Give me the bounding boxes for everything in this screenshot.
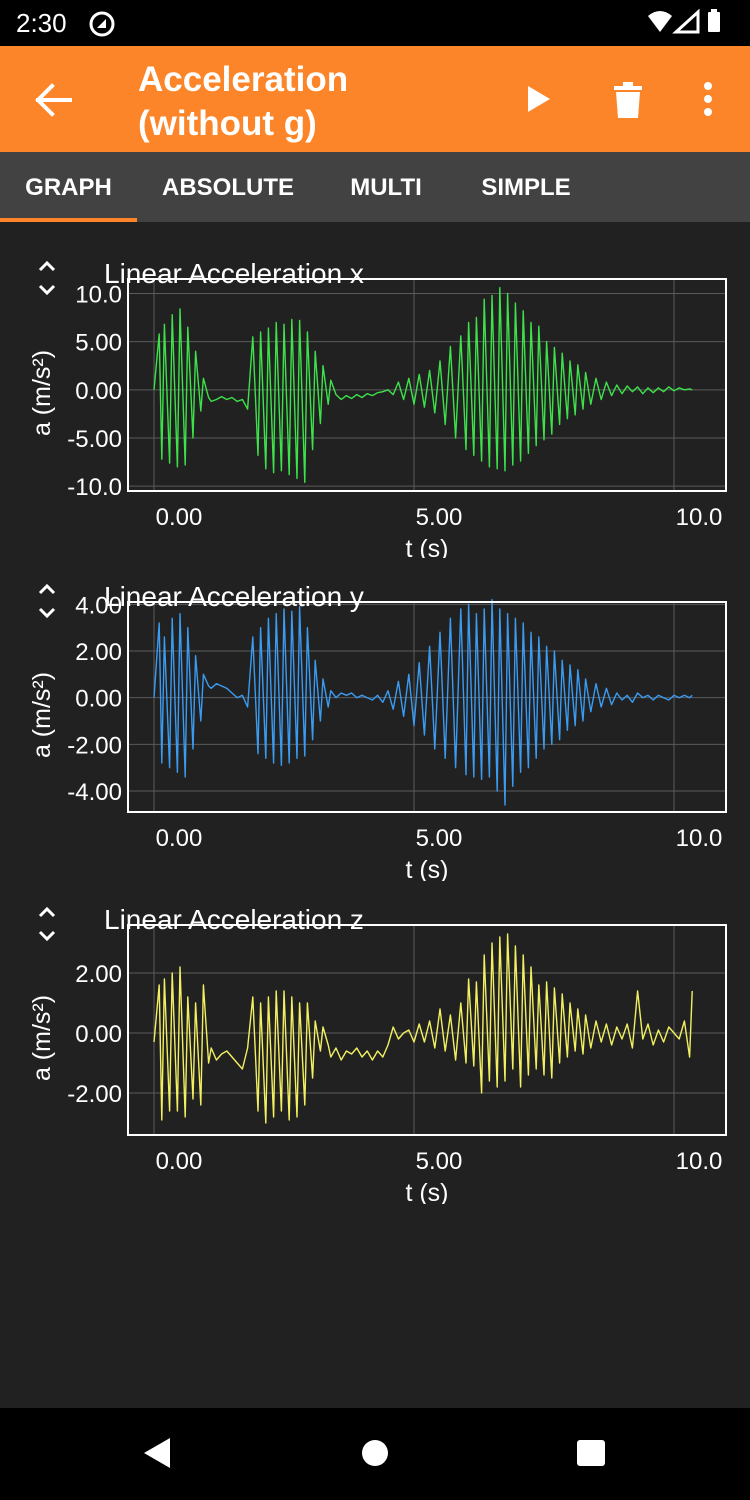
x-tick-label: 0.00 bbox=[156, 825, 203, 852]
play-icon[interactable] bbox=[522, 82, 556, 116]
x-tick-label: 5.00 bbox=[416, 504, 463, 531]
tab-multi[interactable]: MULTI bbox=[350, 174, 422, 201]
more-vert-icon[interactable] bbox=[694, 78, 722, 120]
y-tick-label: -2.00 bbox=[67, 1081, 122, 1108]
x-tick-label: 0.00 bbox=[156, 1148, 203, 1175]
wifi-icon bbox=[648, 11, 672, 32]
y-tick-label: -4.00 bbox=[67, 779, 122, 806]
y-tick-label: 10.0 bbox=[75, 281, 122, 308]
x-tick-label: 10.0 bbox=[676, 1148, 723, 1175]
graph-y: 4.00 2.00 0.00 -2.00 -4.00 0.00 5.00 10.0 t (s) a… bbox=[0, 561, 750, 881]
x-axis-label: t (s) bbox=[405, 856, 448, 881]
signal-icon bbox=[672, 8, 700, 34]
status-icons bbox=[648, 8, 720, 34]
y-tick-label: 0.00 bbox=[75, 378, 122, 405]
chart-title: Linear Acceleration x bbox=[104, 258, 364, 289]
series-line bbox=[153, 599, 693, 806]
x-axis-label: t (s) bbox=[405, 1179, 448, 1204]
nav-recents-icon[interactable] bbox=[576, 1436, 606, 1466]
page-title-line2: (without g) bbox=[138, 104, 317, 143]
x-tick-label: 10.0 bbox=[676, 504, 723, 531]
tab-graph[interactable]: GRAPH bbox=[0, 152, 137, 222]
page-title-line1: Acceleration bbox=[138, 60, 349, 99]
x-axis-label: t (s) bbox=[405, 535, 448, 558]
y-axis-label: a (m/s²) bbox=[28, 672, 56, 758]
y-tick-label: -10.0 bbox=[67, 474, 122, 501]
battery-icon bbox=[708, 12, 720, 32]
back-arrow-icon[interactable] bbox=[30, 80, 76, 120]
expand-collapse-icon[interactable] bbox=[30, 904, 64, 944]
system-nav-bar bbox=[0, 1408, 750, 1500]
chart-z-svg: 2.00 0.00 -2.00 0.00 5.00 10.0 t (s) a (m/s²) bbox=[28, 924, 727, 1204]
nav-home-icon[interactable] bbox=[360, 1436, 390, 1466]
tab-absolute[interactable]: ABSOLUTE bbox=[162, 174, 294, 201]
status-bar: 2:30 bbox=[0, 0, 750, 46]
series-line bbox=[153, 287, 693, 483]
plot-frame bbox=[127, 924, 727, 1136]
delete-icon[interactable] bbox=[608, 78, 648, 120]
graph-x: 10.0 5.00 0.00 -5.00 -10.0 0.00 5.00 10.0 t (s) a… bbox=[0, 238, 750, 558]
y-axis-label: a (m/s²) bbox=[28, 995, 56, 1081]
plot-frame bbox=[127, 278, 727, 492]
expand-collapse-icon[interactable] bbox=[30, 581, 64, 621]
app-toolbar: Acceleration (without g) bbox=[0, 46, 750, 152]
tab-simple[interactable]: SIMPLE bbox=[481, 174, 571, 201]
expand-collapse-icon[interactable] bbox=[30, 258, 64, 298]
y-tick-label: 0.00 bbox=[75, 1021, 122, 1048]
y-tick-label: 4.00 bbox=[75, 592, 122, 619]
app-notification-icon bbox=[89, 11, 115, 37]
page-title: Acceleration (without g) bbox=[138, 58, 348, 146]
y-tick-label: 2.00 bbox=[75, 639, 122, 666]
graph-z: 2.00 0.00 -2.00 0.00 5.00 10.0 t (s) a (m/s²) L… bbox=[0, 884, 750, 1204]
x-tick-label: 5.00 bbox=[416, 825, 463, 852]
series-line bbox=[153, 933, 693, 1124]
y-tick-label: -5.00 bbox=[67, 426, 122, 453]
chart-x-svg: 10.0 5.00 0.00 -5.00 -10.0 0.00 5.00 10.0 t (s) a… bbox=[28, 278, 727, 558]
x-tick-label: 10.0 bbox=[676, 825, 723, 852]
nav-back-icon[interactable] bbox=[140, 1436, 174, 1470]
chart-title: Linear Acceleration z bbox=[104, 904, 364, 935]
chart-title: Linear Acceleration y bbox=[104, 581, 364, 612]
status-time: 2:30 bbox=[16, 8, 67, 38]
tab-bar: GRAPH ABSOLUTE MULTI SIMPLE bbox=[0, 152, 750, 222]
plot-frame bbox=[127, 601, 727, 813]
x-tick-label: 0.00 bbox=[156, 504, 203, 531]
chart-y-svg: 4.00 2.00 0.00 -2.00 -4.00 0.00 5.00 10.0 t (s) a… bbox=[28, 592, 727, 881]
y-tick-label: 2.00 bbox=[75, 961, 122, 988]
x-tick-label: 5.00 bbox=[416, 1148, 463, 1175]
y-axis-label: a (m/s²) bbox=[28, 350, 56, 436]
y-tick-label: 5.00 bbox=[75, 330, 122, 357]
y-tick-label: -2.00 bbox=[67, 732, 122, 759]
y-tick-label: 0.00 bbox=[75, 686, 122, 713]
